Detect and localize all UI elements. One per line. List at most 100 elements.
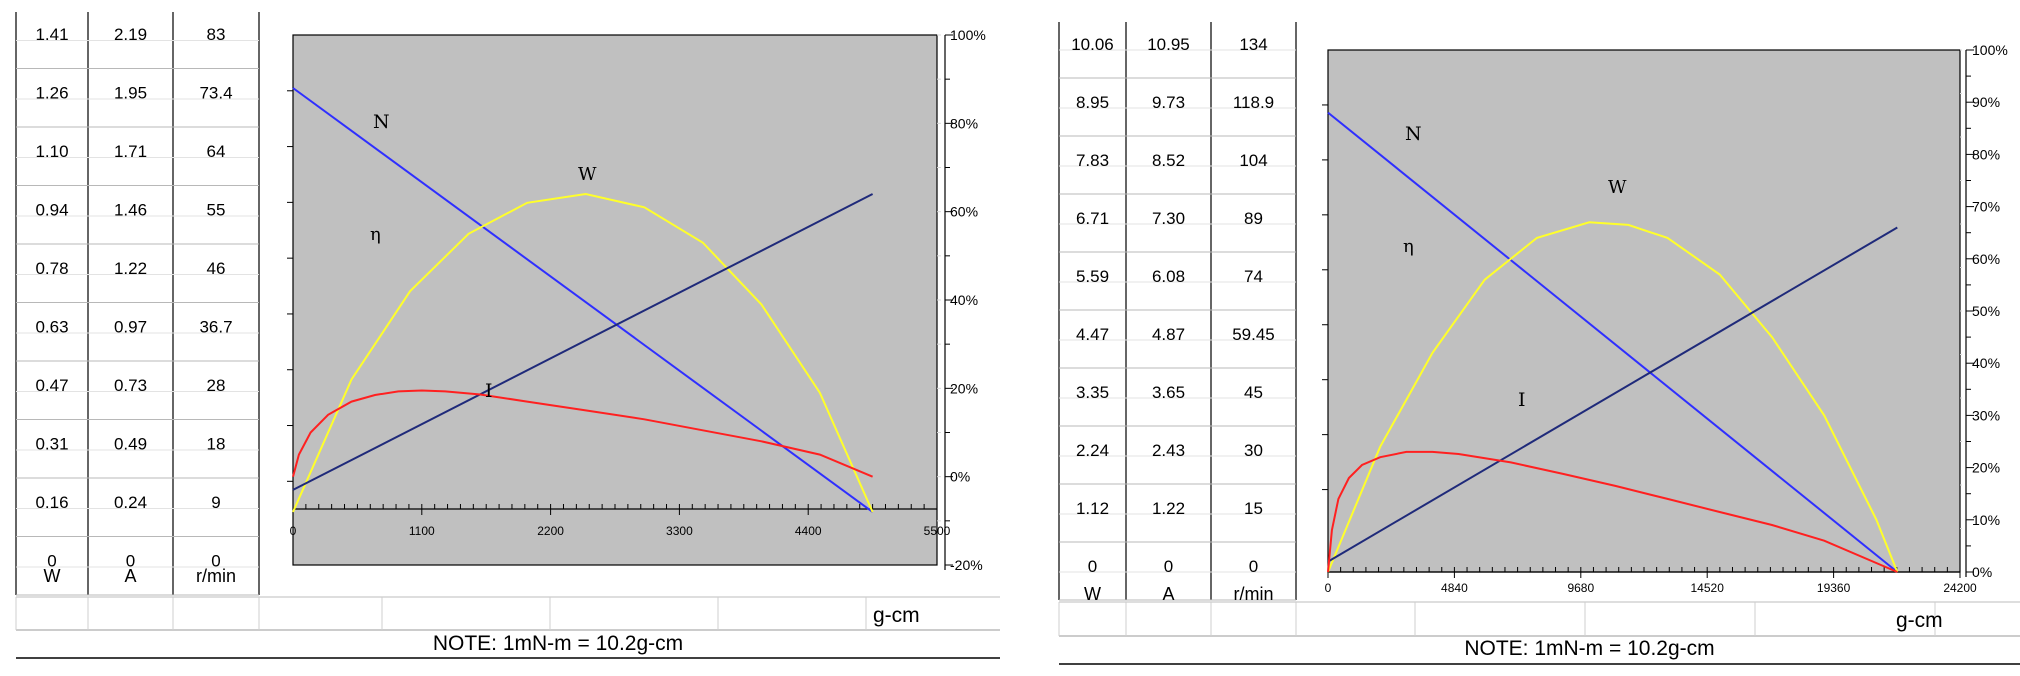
right-axis-tick-label: 60% [1972,251,2000,267]
unit-label: g-cm [1896,609,1943,632]
series-label-I: I [1518,389,1526,411]
table-cell: 2.43 [1152,441,1185,460]
table-header: W [44,566,61,586]
table-cell: 73.4 [199,84,232,103]
table-cell: 74 [1244,267,1263,286]
table-cell: 0.49 [114,435,147,454]
table-cell: 1.22 [1152,499,1185,518]
x-axis-tick-label: 0 [1325,581,1332,595]
table-cell: 0.24 [114,493,147,512]
plot-area [292,34,938,566]
series-line-W [1327,221,1899,573]
table-cell: 9.73 [1152,93,1185,112]
right-axis-tick-label: 50% [1972,303,2000,319]
table-cell: 1.22 [114,259,147,278]
right-axis-tick-label: 0% [950,469,970,485]
right-axis-tick-label: -20% [950,557,983,573]
table-cell: 7.83 [1076,151,1109,170]
right-axis-tick-label: 40% [1972,355,2000,371]
right-axis-tick-label: 30% [1972,407,2000,423]
table-cell: 89 [1244,209,1263,228]
right-axis-tick-label: 100% [950,27,986,43]
table-cell: 0 [211,552,220,571]
series-line-eta [292,193,874,491]
series-label-I: I [485,380,493,402]
table-cell: 0.63 [35,318,68,337]
table-cell: 118.9 [1233,93,1274,112]
table-cell: 134 [1239,35,1267,54]
table-cell: 0.31 [35,435,68,454]
unit-label: g-cm [873,604,920,627]
x-axis-tick-label: 0 [290,524,297,538]
conversion-note: NOTE: 1mN-m = 10.2g-cm [433,632,683,655]
x-axis-tick-label: 3300 [666,524,693,538]
conversion-note: NOTE: 1mN-m = 10.2g-cm [1464,637,1714,660]
table-cell: 3.35 [1076,383,1109,402]
table-header: W [1084,584,1101,604]
series-line-eta [1327,226,1898,563]
plot-area [1327,49,1961,573]
table-cell: 15 [1244,499,1263,518]
table-cell: 55 [207,201,226,220]
table-cell: 1.71 [114,142,147,161]
table-cell: 0 [1164,557,1173,576]
x-axis-tick-label: 9680 [1567,581,1594,595]
table-cell: 64 [207,142,226,161]
table-cell: 9 [211,493,220,512]
x-axis-tick-label: 2200 [537,524,564,538]
table-cell: 0.47 [35,376,68,395]
table-cell: 46 [207,259,226,278]
table-cell: 1.10 [35,142,68,161]
right-panel: 10.06 10.95 134 8.95 9.73 118.9 7.83 8.52 104 6.7… [1058,22,2020,665]
series-label-W: W [578,164,597,185]
table-cell: 59.45 [1232,325,1275,344]
table-cell: 0 [1249,557,1258,576]
x-axis-tick-label: 5500 [924,524,951,538]
series-label-N: N [1405,123,1422,145]
table-cell: 8.95 [1076,93,1109,112]
table-cell: 0 [47,552,56,571]
table-cell: 4.47 [1076,325,1109,344]
table-cell: 6.08 [1152,267,1185,286]
table-cell: 1.46 [114,201,147,220]
table-cell: 36.7 [199,318,232,337]
right-axis-tick-label: 20% [1972,460,2000,476]
table-cell: 0.94 [35,201,68,220]
table-cell: 83 [207,25,226,44]
table-cell: 0.73 [114,376,147,395]
table-cell: 10.95 [1147,35,1190,54]
table-cell: 0 [1088,557,1097,576]
series-line-N [1327,111,1898,573]
right-axis-tick-label: 40% [950,292,978,308]
table-cell: 2.24 [1076,441,1109,460]
table-cell: 0.97 [114,318,147,337]
table-cell: 1.26 [35,84,68,103]
table-cell: 0.78 [35,259,68,278]
table-cell: 45 [1244,383,1263,402]
table-header: r/min [1234,584,1274,604]
x-axis-tick-label: 14520 [1691,581,1725,595]
series-line-N [292,87,874,513]
table-cell: 18 [207,435,226,454]
table-header: A [1162,584,1174,604]
table-cell: 3.65 [1152,383,1185,402]
right-axis-tick-label: 80% [1972,146,2000,162]
table-cell: 30 [1244,441,1263,460]
table-cell: 2.19 [114,25,147,44]
table-cell: 8.52 [1152,151,1185,170]
x-axis-tick-label: 19360 [1817,581,1851,595]
table-cell: 6.71 [1076,209,1109,228]
right-axis-tick-label: 70% [1972,199,2000,215]
table-cell: 104 [1239,151,1267,170]
series-line-I [1327,450,1898,573]
table-cell: 1.12 [1076,499,1109,518]
right-axis-tick-label: 20% [950,380,978,396]
right-axis-tick-label: 60% [950,204,978,220]
series-label-eta: η [370,224,381,245]
right-axis-tick-label: 10% [1972,512,2000,528]
table-cell: 1.95 [114,84,147,103]
right-axis-tick-label: 80% [950,115,978,131]
x-axis-tick-label: 4400 [795,524,822,538]
table-cell: 28 [207,376,226,395]
